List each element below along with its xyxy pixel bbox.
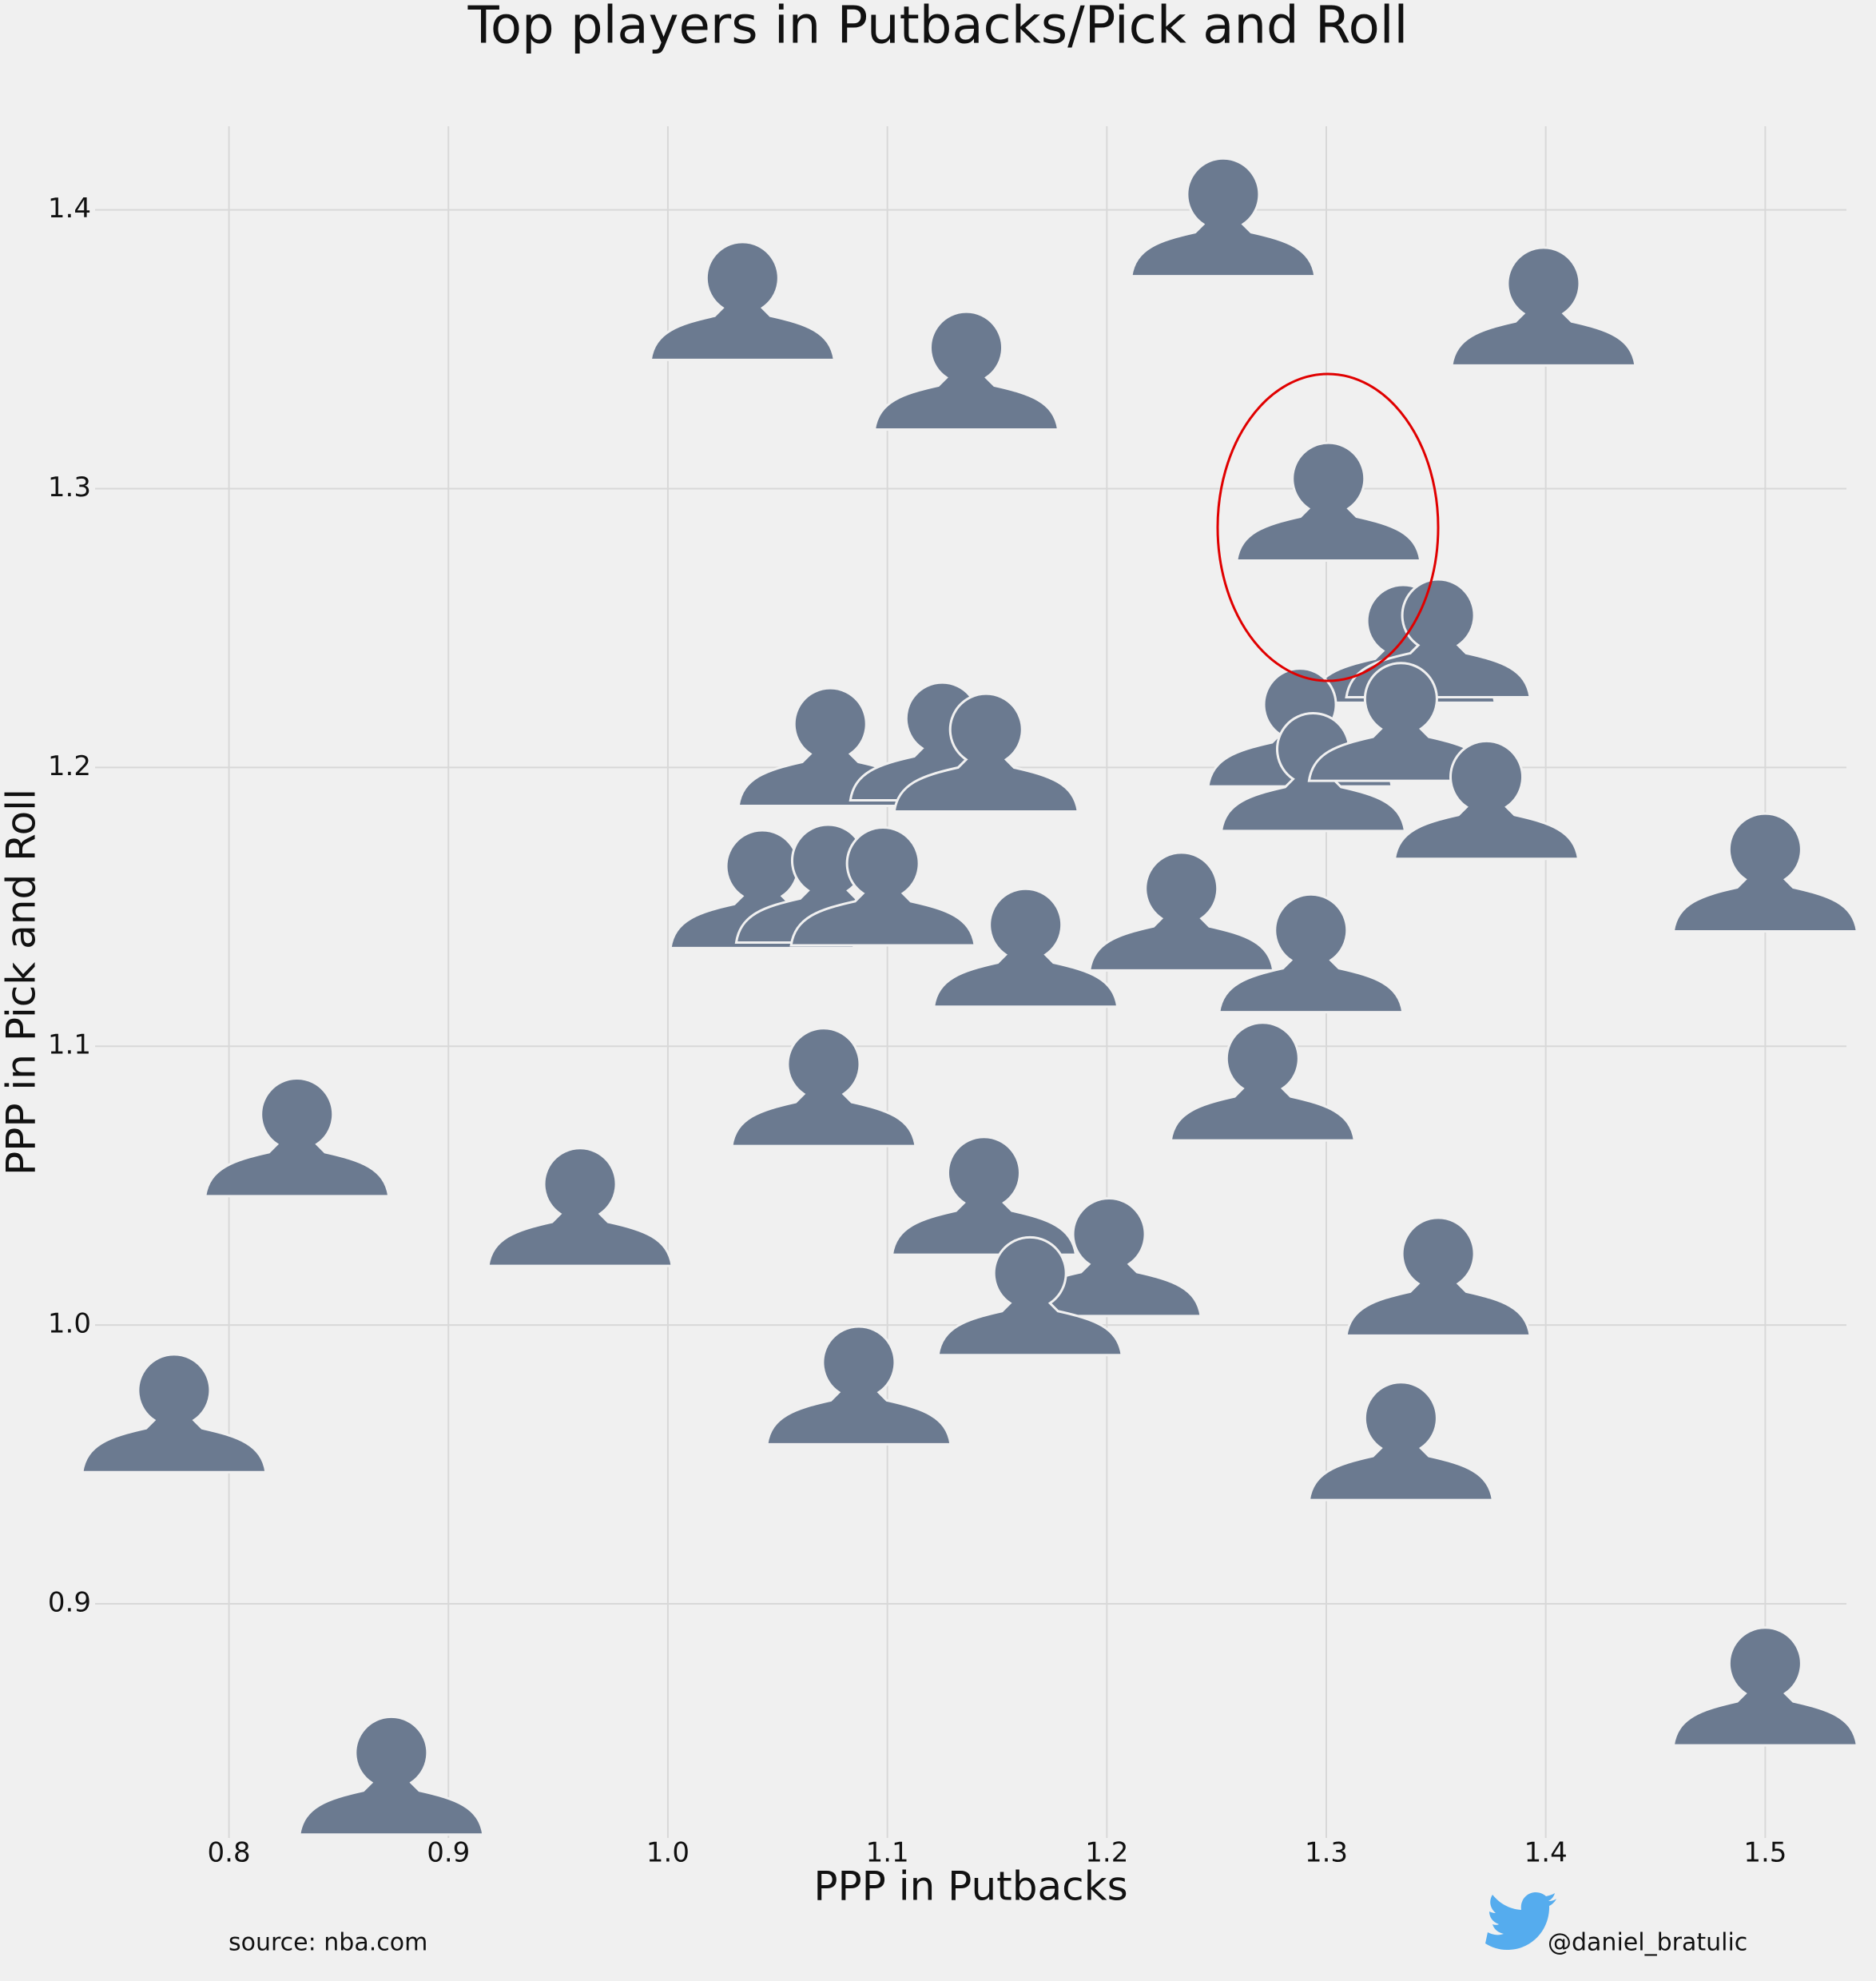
player-marker xyxy=(890,1136,1078,1256)
source-note: source: nba.com xyxy=(229,1929,427,1957)
x-tick-label: 0.9 xyxy=(427,1837,470,1869)
player-marker xyxy=(649,241,837,361)
y-tick-label: 1.4 xyxy=(48,193,91,225)
player-marker xyxy=(1345,1216,1532,1337)
player-marker xyxy=(1235,441,1422,563)
player-marker xyxy=(1671,1626,1859,1747)
credit-note: @daniel_bratulic xyxy=(1548,1929,1747,1957)
player-marker xyxy=(487,1147,674,1267)
player-marker xyxy=(1218,893,1405,1014)
highlight-ellipse xyxy=(1216,372,1440,682)
player-marker xyxy=(1307,662,1495,782)
y-axis-label: PPP in Pick and Roll xyxy=(0,789,45,1175)
y-tick-label: 0.9 xyxy=(48,1586,91,1618)
player-marker xyxy=(1671,812,1859,933)
player-marker xyxy=(936,1235,1123,1357)
x-tick-label: 1.5 xyxy=(1743,1837,1787,1869)
twitter-icon xyxy=(1485,1892,1556,1950)
y-tick-label: 1.2 xyxy=(48,750,91,782)
player-marker xyxy=(789,826,976,947)
player-marker xyxy=(1450,246,1637,367)
player-marker xyxy=(932,887,1119,1008)
y-tick-label: 1.0 xyxy=(48,1308,91,1340)
player-marker xyxy=(298,1715,485,1836)
player-marker xyxy=(1307,1381,1495,1502)
x-tick-label: 1.0 xyxy=(646,1837,690,1869)
player-marker xyxy=(1169,1021,1357,1142)
chart-title: Top players in Putbacks/Pick and Roll xyxy=(467,0,1409,56)
player-marker xyxy=(892,692,1079,813)
x-axis-label: PPP in Putbacks xyxy=(813,1864,1127,1910)
player-marker xyxy=(81,1353,268,1474)
player-marker xyxy=(872,310,1060,432)
x-tick-label: 1.3 xyxy=(1305,1837,1348,1869)
player-marker xyxy=(765,1325,952,1446)
x-tick-label: 1.4 xyxy=(1524,1837,1568,1869)
player-marker xyxy=(203,1077,391,1198)
y-tick-label: 1.1 xyxy=(48,1029,91,1061)
player-marker xyxy=(1130,157,1317,278)
player-marker xyxy=(730,1027,917,1148)
y-tick-label: 1.3 xyxy=(48,471,91,503)
x-tick-label: 1.2 xyxy=(1085,1837,1128,1869)
player-marker xyxy=(1087,851,1275,972)
player-marker xyxy=(1393,739,1580,861)
x-tick-label: 1.1 xyxy=(866,1837,909,1869)
x-tick-label: 0.8 xyxy=(208,1837,251,1869)
marks xyxy=(81,157,1859,1836)
